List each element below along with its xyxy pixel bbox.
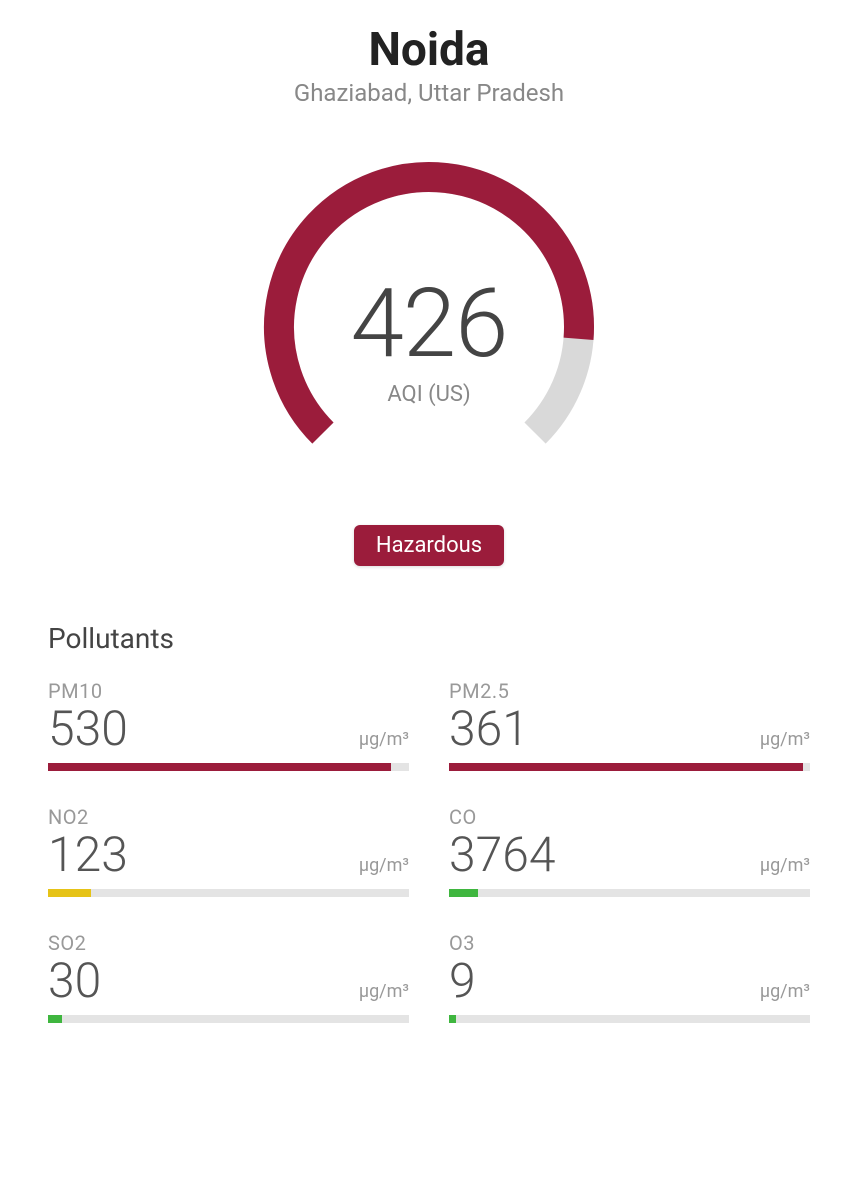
pollutant-bar-fill [449,1015,456,1023]
pollutant-bar-fill [449,889,478,897]
pollutant-value-row: 3764 µg/m³ [449,831,810,879]
aqi-status-badge: Hazardous [354,525,504,566]
region-name: Ghaziabad, Uttar Pradesh [48,79,810,107]
pollutant-value-row: 530 µg/m³ [48,705,409,753]
pollutant-bar-fill [48,889,91,897]
pollutant-unit: µg/m³ [760,855,810,876]
pollutant-bar [48,1015,409,1023]
pollutant-bar [48,889,409,897]
pollutant-value: 530 [48,705,128,753]
pollutant-bar-fill [449,763,803,771]
pollutant-bar [449,1015,810,1023]
pollutant-bar [48,763,409,771]
pollutant-value-row: 361 µg/m³ [449,705,810,753]
aqi-gauge-section: 426 AQI (US) Hazardous [48,147,810,566]
pollutant-unit: µg/m³ [760,981,810,1002]
pollutant-bar [449,889,810,897]
aqi-gauge: 426 AQI (US) [249,147,609,507]
pollutant-value: 30 [48,957,101,1005]
pollutants-grid: PM10530µg/m³PM2.5361µg/m³NO2123µg/m³CO37… [48,679,810,1023]
pollutant-name: O3 [449,931,810,955]
location-header: Noida Ghaziabad, Uttar Pradesh [48,24,810,107]
pollutant-item: CO3764µg/m³ [449,805,810,897]
pollutant-item: PM2.5361µg/m³ [449,679,810,771]
pollutant-unit: µg/m³ [760,729,810,750]
pollutant-value: 9 [449,957,476,1005]
pollutant-value-row: 123 µg/m³ [48,831,409,879]
pollutant-value: 3764 [449,831,556,879]
pollutant-bar [449,763,810,771]
aqi-value: 426 [351,276,508,372]
aqi-card: Noida Ghaziabad, Uttar Pradesh 426 AQI (… [0,0,858,1200]
pollutant-bar-fill [48,1015,62,1023]
pollutant-name: SO2 [48,931,409,955]
pollutant-value: 361 [449,705,529,753]
pollutant-value-row: 30 µg/m³ [48,957,409,1005]
aqi-label: AQI (US) [387,382,470,407]
pollutant-item: PM10530µg/m³ [48,679,409,771]
gauge-center: 426 AQI (US) [249,147,609,507]
pollutant-bar-fill [48,763,391,771]
pollutants-title: Pollutants [48,622,810,655]
pollutant-unit: µg/m³ [359,855,409,876]
pollutant-unit: µg/m³ [359,981,409,1002]
pollutant-value-row: 9 µg/m³ [449,957,810,1005]
pollutant-item: NO2123µg/m³ [48,805,409,897]
pollutant-value: 123 [48,831,128,879]
pollutant-item: SO230 µg/m³ [48,931,409,1023]
pollutant-item: O39 µg/m³ [449,931,810,1023]
city-name: Noida [48,24,810,77]
pollutant-unit: µg/m³ [359,729,409,750]
